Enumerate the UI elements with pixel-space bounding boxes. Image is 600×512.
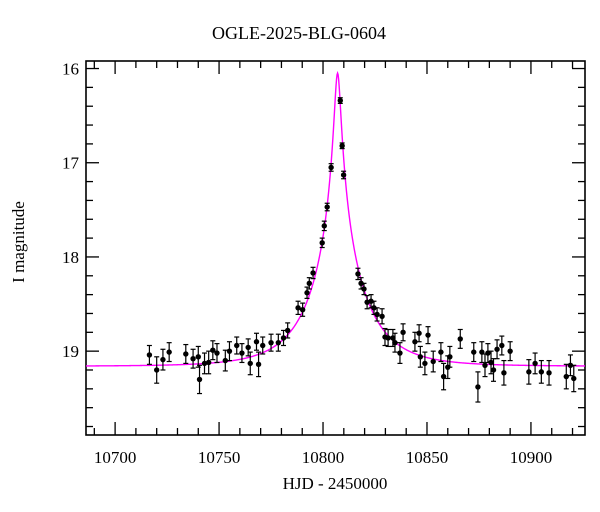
- data-point: [358, 280, 364, 287]
- data-point: [501, 370, 507, 376]
- data-point: [397, 350, 403, 356]
- data-point: [392, 339, 398, 346]
- data-point: [201, 360, 208, 367]
- data-point: [430, 358, 436, 365]
- data-point: [234, 342, 240, 349]
- x-axis-label: HJD - 2450000: [283, 474, 388, 493]
- data-point: [328, 164, 334, 171]
- data-point: [475, 384, 481, 390]
- data-point: [153, 367, 160, 373]
- data-point: [526, 369, 532, 375]
- data-point: [471, 349, 477, 355]
- data-point: [447, 354, 453, 360]
- data-point: [368, 298, 374, 304]
- y-tick-label: 17: [62, 154, 80, 173]
- plot-frame: [85, 60, 586, 436]
- x-tick-label: 10700: [94, 448, 137, 467]
- data-point: [417, 354, 424, 360]
- data-point: [361, 286, 367, 292]
- data-point: [195, 354, 201, 360]
- data-point: [457, 336, 463, 342]
- data-point: [284, 327, 291, 334]
- data-point: [538, 369, 545, 375]
- y-axis-label: I magnitude: [9, 201, 28, 283]
- data-point: [337, 97, 343, 104]
- data-point: [340, 172, 347, 178]
- data-point: [268, 339, 274, 346]
- data-point: [260, 342, 266, 349]
- data-point: [324, 204, 330, 210]
- plot-area: 10700 10750 10800 10850 10900 16 17 18 19: [62, 60, 586, 467]
- y-tick-label: 18: [62, 248, 79, 267]
- data-point: [190, 355, 196, 362]
- data-point: [563, 373, 569, 380]
- data-point: [400, 329, 406, 336]
- data-point: [146, 352, 153, 358]
- model-curve: [86, 70, 585, 367]
- data-point: [183, 351, 189, 357]
- data-point: [438, 349, 444, 355]
- data-point: [304, 290, 310, 296]
- y-tick-label: 16: [62, 60, 79, 79]
- data-point: [390, 335, 396, 341]
- data-point: [255, 361, 262, 368]
- data-point: [532, 360, 538, 367]
- data-point: [371, 305, 377, 311]
- data-point: [210, 347, 216, 353]
- data-point: [339, 143, 345, 149]
- data-point: [247, 360, 253, 367]
- chart-title: OGLE-2025-BLG-0604: [212, 23, 386, 43]
- data-point: [374, 311, 380, 318]
- data-point: [280, 335, 287, 341]
- x-tick-label: 10850: [406, 448, 449, 467]
- data-point: [488, 359, 494, 366]
- data-point: [166, 349, 172, 355]
- data-point: [440, 373, 447, 380]
- data-point: [494, 346, 500, 352]
- data-point: [422, 360, 428, 367]
- data-point: [567, 362, 574, 368]
- data-point: [355, 271, 361, 277]
- data-point: [196, 376, 203, 383]
- data-point: [160, 356, 166, 363]
- data-point: [425, 332, 431, 338]
- data-point: [482, 362, 488, 368]
- data-point: [214, 350, 220, 356]
- data-point: [507, 348, 513, 354]
- data-point: [379, 313, 385, 319]
- x-tick-label: 10750: [198, 448, 241, 467]
- data-point: [321, 223, 327, 229]
- x-tick-label: 10900: [510, 448, 553, 467]
- data-point: [416, 330, 422, 336]
- data-point: [275, 339, 282, 346]
- data-point: [319, 240, 325, 246]
- data-point: [499, 342, 505, 349]
- data-point: [295, 305, 301, 311]
- data-point: [546, 370, 552, 376]
- data-series: [146, 97, 577, 403]
- data-point: [239, 350, 245, 356]
- data-point: [490, 367, 497, 373]
- data-point: [571, 375, 577, 382]
- data-point: [253, 339, 260, 345]
- data-point: [205, 359, 212, 366]
- data-point: [245, 344, 251, 351]
- data-point: [412, 339, 418, 345]
- data-point: [226, 348, 233, 354]
- data-point: [310, 270, 316, 276]
- y-tick-label: 19: [62, 342, 79, 361]
- data-point: [222, 357, 229, 364]
- data-point: [306, 280, 313, 287]
- x-tick-label: 10800: [302, 448, 345, 467]
- data-point: [299, 307, 306, 313]
- data-point: [385, 335, 391, 341]
